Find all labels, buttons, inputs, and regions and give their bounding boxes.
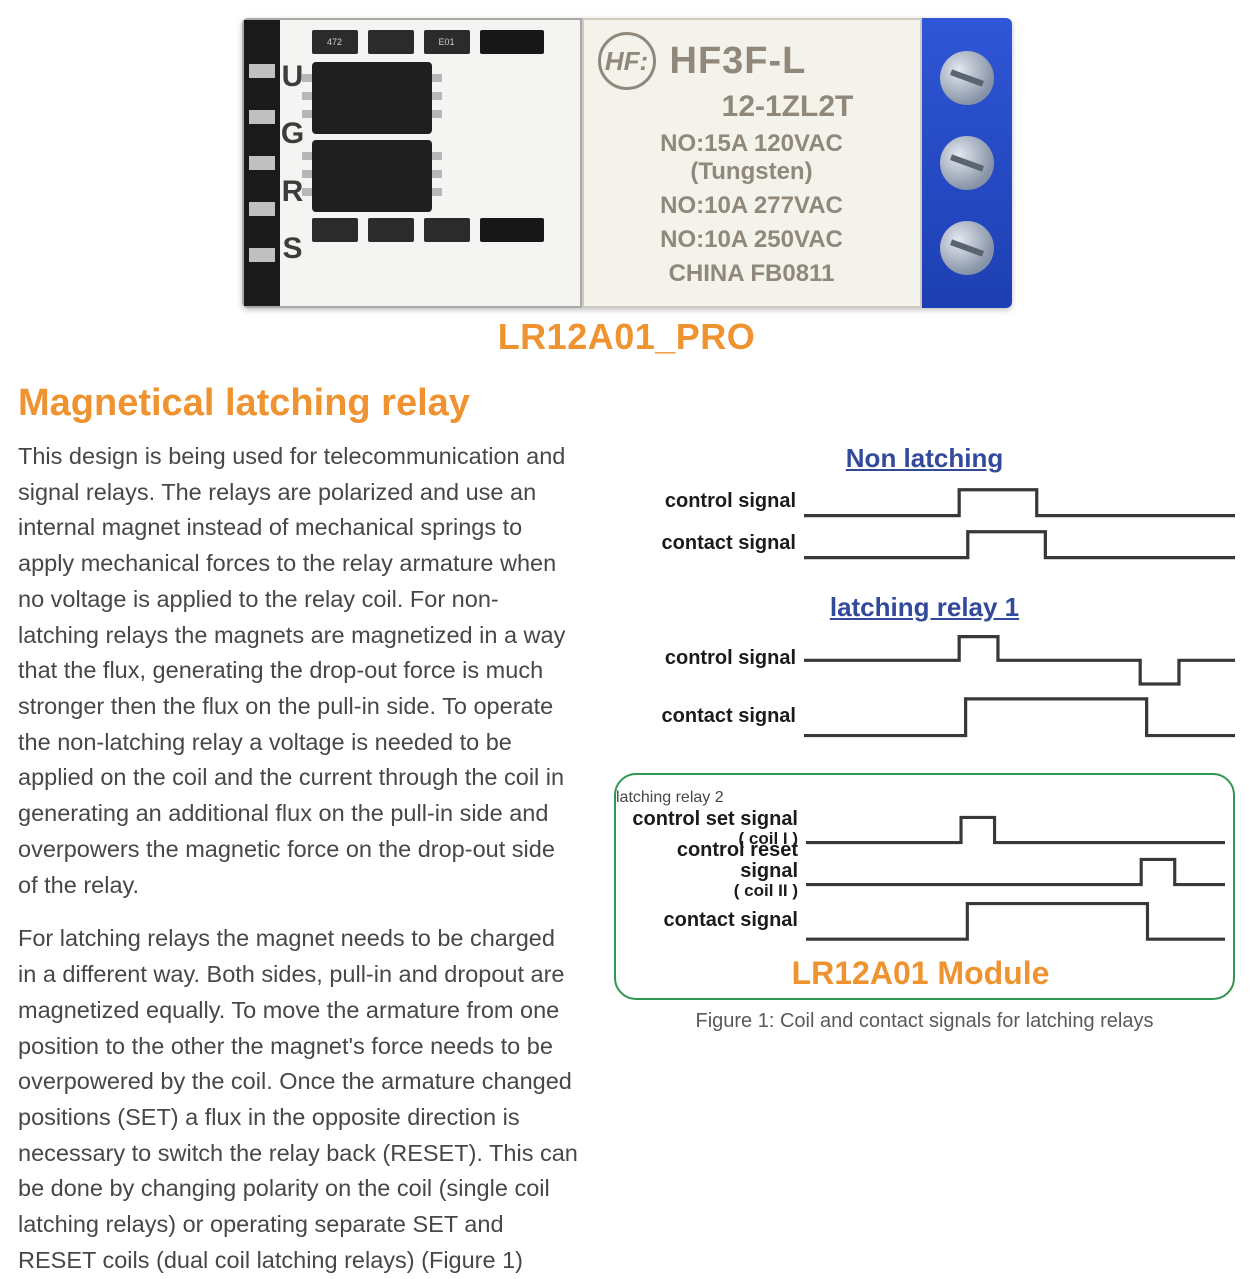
signal-label: contact signal xyxy=(616,910,806,931)
waveform xyxy=(806,891,1225,950)
relay-body: HF: HF3F-L 12-1ZL2T NO:15A 120VAC (Tungs… xyxy=(582,18,922,308)
timing-diagram-column: Non latching control signal contact sign… xyxy=(614,439,1235,1033)
signal-label-main: control set signal xyxy=(632,808,798,830)
relay-submodel: 12-1ZL2T xyxy=(670,90,906,124)
smd-diode xyxy=(480,30,544,54)
waveform xyxy=(806,807,1225,849)
waveform xyxy=(804,628,1235,688)
smd-chip xyxy=(312,218,358,242)
smd-diode xyxy=(480,218,544,242)
relay-rating: NO:15A 120VAC (Tungsten) xyxy=(598,130,906,186)
module-label: LR12A01 Module xyxy=(616,955,1225,992)
section-heading: Magnetical latching relay xyxy=(18,382,1235,425)
relay-rating: NO:10A 277VAC xyxy=(598,192,906,220)
optocoupler-ic xyxy=(312,140,432,212)
signal-label: contact signal xyxy=(614,706,804,727)
figure-caption: Figure 1: Coil and contact signals for l… xyxy=(614,1010,1235,1033)
terminal-screw xyxy=(940,136,994,190)
optocoupler-ic xyxy=(312,62,432,134)
relay-origin: CHINA FB0811 xyxy=(598,260,906,288)
timing-group-non-latching: Non latching control signal contact sign… xyxy=(614,443,1235,564)
smd-chip: E01 xyxy=(424,30,470,54)
timing-group-latching-1: latching relay 1 control signal contact … xyxy=(614,592,1235,745)
relay-brand-logo: HF: xyxy=(598,32,656,90)
relay-rating: NO:10A 250VAC xyxy=(598,226,906,254)
relay-module-board: U G R S 472 E01 xyxy=(242,18,1012,308)
smd-chip xyxy=(368,30,414,54)
pin-label: S xyxy=(280,232,306,266)
smd-chip: 472 xyxy=(312,30,358,54)
timing-group-latching-2-box: latching relay 2 control set signal ( co… xyxy=(614,773,1235,1000)
pcb-section: U G R S 472 E01 xyxy=(242,18,582,308)
waveform xyxy=(804,479,1235,522)
signal-label: control signal xyxy=(614,648,804,669)
timing-title: latching relay 2 xyxy=(616,789,1225,807)
body-paragraph: For latching relays the magnet needs to … xyxy=(18,921,578,1278)
header-pins xyxy=(244,20,280,306)
body-paragraph: This design is being used for telecommun… xyxy=(18,439,578,903)
smd-area: 472 E01 xyxy=(306,20,580,306)
signal-label-sub: ( coil II ) xyxy=(616,882,798,900)
terminal-screw xyxy=(940,51,994,105)
signal-label: control reset signal ( coil II ) xyxy=(616,840,806,900)
signal-label: contact signal xyxy=(614,533,804,554)
waveform xyxy=(806,849,1225,891)
timing-title: latching relay 1 xyxy=(614,592,1235,623)
terminal-screw xyxy=(940,221,994,275)
product-label: LR12A01_PRO xyxy=(18,316,1235,358)
waveform xyxy=(804,686,1235,746)
product-image: U G R S 472 E01 xyxy=(18,18,1235,358)
smd-chip xyxy=(368,218,414,242)
relay-model: HF3F-L xyxy=(670,40,807,83)
pin-label: G xyxy=(280,117,306,151)
timing-title: Non latching xyxy=(614,443,1235,474)
signal-label-main: control reset signal xyxy=(677,839,798,882)
body-text-column: This design is being used for telecommun… xyxy=(18,439,578,1279)
smd-chip xyxy=(424,218,470,242)
screw-terminal-block xyxy=(922,18,1012,308)
waveform xyxy=(804,521,1235,564)
signal-label: control signal xyxy=(614,491,804,512)
